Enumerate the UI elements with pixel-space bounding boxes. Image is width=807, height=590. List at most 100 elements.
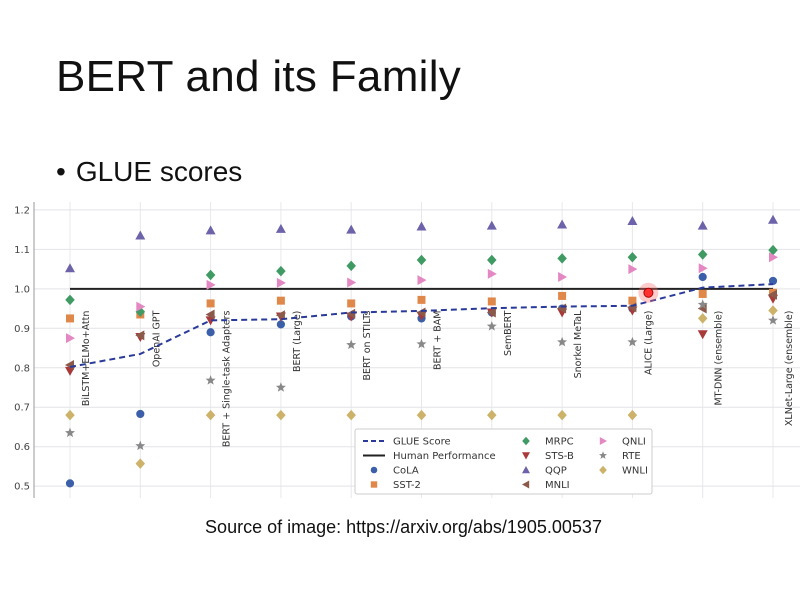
point-qqp — [65, 263, 75, 273]
point-qqp — [135, 230, 146, 240]
glue-scatter-chart: 0.5 0.6 0.7 0.8 0.9 1.0 1.1 1.2 BiLSTM+ELMo+Attn… — [14, 202, 800, 498]
bullet-text: GLUE scores — [75, 156, 243, 187]
legend-label-human-performance: Human Performance — [393, 451, 496, 462]
point-mrpc — [557, 253, 567, 264]
point-wnli — [135, 458, 146, 469]
y-tick-label: 1.2 — [14, 205, 30, 216]
legend-label-rte: RTE — [622, 451, 641, 462]
point-wnli — [416, 409, 427, 421]
point-sst-2 — [487, 297, 496, 306]
y-tick-label: 0.7 — [14, 403, 30, 414]
point-rte — [697, 299, 708, 309]
legend-box — [354, 428, 653, 495]
point-rte — [135, 440, 146, 451]
legend-label-glue-score: GLUE Score — [393, 437, 451, 448]
category-label: SemBERT — [503, 310, 514, 356]
point-qnli — [276, 277, 286, 288]
point-mrpc — [346, 260, 356, 272]
point-qqp — [346, 224, 357, 234]
point-cola — [206, 328, 215, 337]
point-qqp — [768, 214, 778, 224]
point-cola — [768, 276, 778, 286]
point-mnli — [768, 289, 777, 300]
point-sst-2 — [276, 296, 285, 305]
highlight-marker — [643, 287, 654, 298]
legend-label-cola: CoLA — [393, 466, 419, 477]
point-rte — [486, 321, 497, 331]
y-tick-label: 0.9 — [14, 324, 30, 335]
legend-swatch-cola — [370, 466, 378, 474]
legend-label-mnli: MNLI — [545, 480, 570, 491]
bullet-glue-scores: • GLUE scores — [56, 156, 242, 188]
legend-label-wnli: WNLI — [622, 466, 648, 477]
legend-swatch-qqp — [522, 466, 530, 474]
category-label: BERT + BAM — [433, 311, 444, 370]
point-mnli — [275, 310, 285, 321]
legend-label-sst-2: SST-2 — [393, 480, 421, 491]
point-sst-2 — [417, 295, 426, 304]
image-source-caption: Source of image: https://arxiv.org/abs/1… — [205, 517, 602, 537]
legend-swatch-sst-2 — [370, 481, 378, 488]
legend-label-qqp: QQP — [545, 466, 567, 477]
point-qnli — [206, 279, 216, 290]
point-sts-b — [205, 316, 216, 326]
legend-label-sts-b: STS-B — [545, 451, 574, 462]
glue-score-line — [69, 283, 774, 368]
point-mrpc — [416, 254, 427, 266]
point-rte — [205, 375, 216, 385]
point-sst-2 — [206, 299, 215, 308]
category-label: XLNet-Large (ensemble) — [784, 311, 795, 427]
point-mrpc — [65, 294, 75, 306]
point-qqp — [275, 223, 286, 233]
legend-swatch-wnli — [599, 465, 607, 475]
point-qqp — [627, 215, 638, 225]
point-sst-2 — [347, 299, 356, 308]
point-sst-2 — [698, 289, 707, 298]
legend-label-qnli: QNLI — [622, 437, 646, 448]
point-qnli — [487, 268, 497, 279]
point-cola — [698, 272, 707, 282]
point-qnli — [628, 264, 638, 275]
point-qnli — [136, 301, 146, 312]
category-label: BERT + Single-task Adapters — [222, 311, 233, 448]
glue-chart: 0.5 0.6 0.7 0.8 0.9 1.0 1.1 1.2 BiLSTM+ELMo+Attn… — [0, 196, 807, 506]
point-wnli — [557, 409, 567, 421]
point-rte — [275, 382, 286, 392]
point-cola — [136, 409, 145, 419]
point-wnli — [276, 409, 286, 421]
point-sst-2 — [66, 314, 74, 323]
point-rte — [346, 339, 357, 350]
point-sts-b — [65, 366, 75, 376]
point-wnli — [346, 409, 356, 421]
point-rte — [416, 338, 427, 349]
point-mrpc — [276, 265, 286, 277]
point-mrpc — [697, 249, 708, 260]
point-qqp — [697, 220, 708, 230]
legend: GLUE Score Human Performance CoLA SST-2 MRPC… — [354, 428, 653, 495]
legend-swatch-qnli — [599, 437, 607, 445]
point-qnli — [347, 277, 357, 288]
point-wnli — [487, 409, 497, 421]
point-wnli — [697, 313, 708, 324]
legend-swatch-mrpc — [522, 436, 530, 446]
point-rte — [768, 315, 778, 325]
point-mnli — [486, 307, 496, 318]
category-label: ALICE (Large) — [643, 311, 654, 375]
point-mrpc — [627, 252, 638, 263]
point-qnli — [417, 275, 427, 286]
bullet-dot: • — [56, 156, 66, 187]
y-tick-label: 0.8 — [14, 363, 30, 374]
point-sts-b — [697, 330, 708, 340]
point-mrpc — [205, 269, 216, 281]
point-qnli — [698, 263, 708, 274]
point-wnli — [205, 409, 216, 421]
point-rte — [627, 336, 638, 347]
slide-title: BERT and its Family — [56, 52, 462, 101]
point-mrpc — [768, 244, 778, 256]
category-label: BiLSTM+ELMo+Attn — [81, 311, 92, 407]
point-rte — [65, 427, 75, 438]
point-qqp — [557, 219, 568, 229]
point-cola — [276, 320, 285, 329]
point-mnli — [346, 308, 356, 319]
category-label: MT-DNN (ensemble) — [714, 311, 725, 406]
